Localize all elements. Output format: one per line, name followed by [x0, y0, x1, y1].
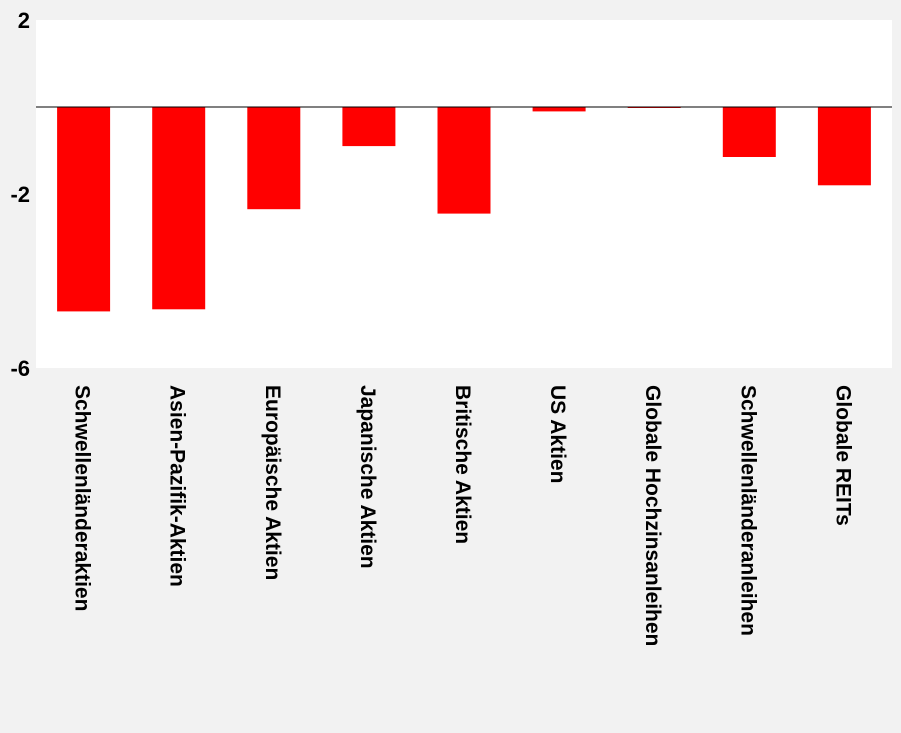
- bar-1: [152, 107, 206, 310]
- x-tick-label: US Aktien: [546, 385, 569, 483]
- bar-0: [57, 107, 111, 312]
- x-tick-label: Globale Hochzinsanleihen: [641, 385, 664, 646]
- y-axis-ticks: 2 -2 -6: [10, 8, 30, 381]
- bar-5: [532, 107, 586, 112]
- x-tick-label: Europäische Aktien: [261, 385, 284, 580]
- x-tick-label: Britische Aktien: [451, 385, 474, 544]
- y-tick-label: -6: [10, 356, 30, 381]
- x-axis-labels: Schwellenländeraktien Asien-Pazifik-Aktie…: [71, 385, 855, 646]
- x-tick-label: Schwellenländeraktien: [71, 385, 94, 611]
- bar-4: [437, 107, 491, 214]
- y-tick-label: -2: [10, 182, 30, 207]
- bar-8: [817, 107, 871, 186]
- bar-3: [342, 107, 396, 147]
- y-tick-label: 2: [18, 8, 30, 33]
- x-tick-label: Japanische Aktien: [356, 385, 379, 569]
- x-tick-label: Globale REITs: [831, 385, 854, 526]
- x-tick-label: Schwellenländeranleihen: [736, 385, 759, 636]
- x-tick-label: Asien-Pazifik-Aktien: [166, 385, 189, 587]
- bars-layer: [57, 107, 871, 312]
- bar-7: [722, 107, 776, 157]
- bar-2: [247, 107, 301, 210]
